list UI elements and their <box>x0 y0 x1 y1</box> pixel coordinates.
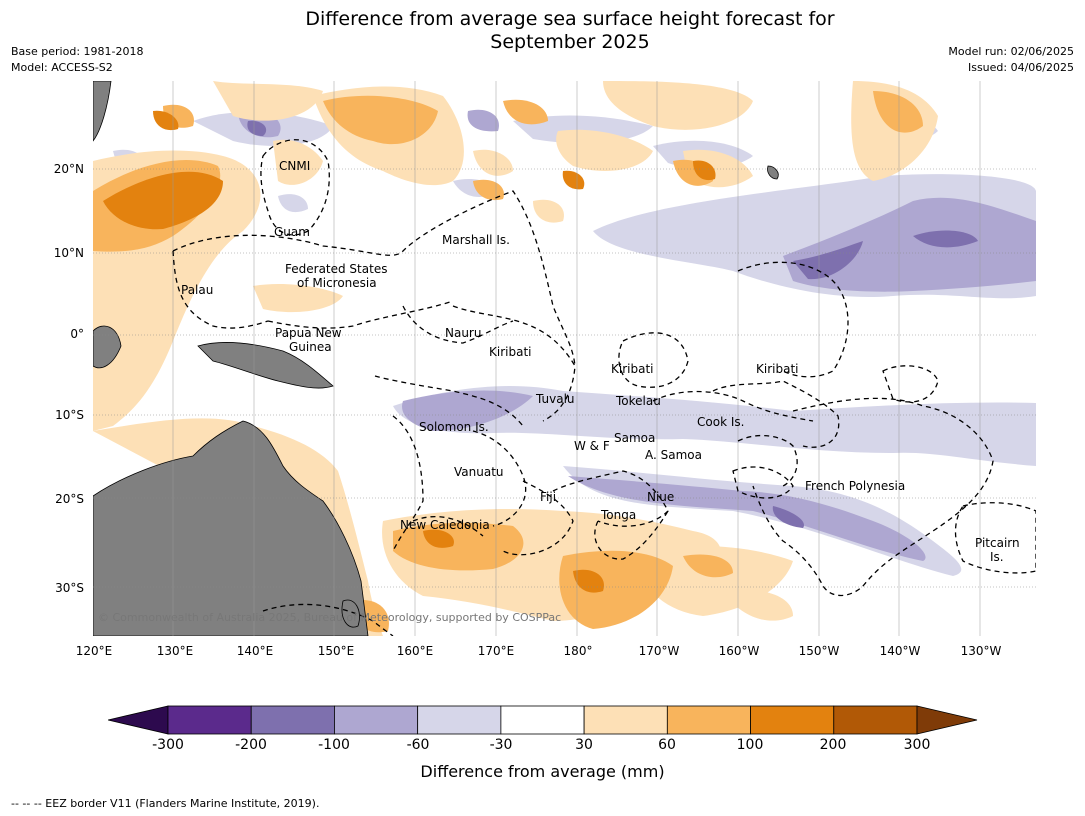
philippines-landmass <box>93 81 112 142</box>
lon-tick: 150°E <box>317 644 355 658</box>
region-label-vanuatu: Vanuatu <box>454 465 504 479</box>
region-label-kiribati-west: Kiribati <box>489 345 531 359</box>
region-label-samoa: Samoa <box>614 431 655 445</box>
region-label-png-line1: Papua New <box>275 326 342 340</box>
lat-tick: 0° <box>70 327 84 341</box>
land-masses <box>93 81 779 636</box>
colorbar-bin <box>500 705 585 735</box>
colorbar-tick: 300 <box>903 737 931 753</box>
title-line-1: Difference from average sea surface heig… <box>305 8 835 30</box>
gridlines <box>93 168 1036 588</box>
region-label-tuvalu: Tuvalu <box>535 392 575 406</box>
chart-title: Difference from average sea surface heig… <box>0 8 1085 54</box>
region-label-niue: Niue <box>647 490 674 504</box>
colorbar <box>108 705 978 735</box>
lon-tick: 160°W <box>718 644 760 658</box>
colorbar-tick: 60 <box>658 737 676 753</box>
lat-tick: 20°S <box>55 492 84 506</box>
region-label-nauru: Nauru <box>445 326 481 340</box>
colorbar-tick: -300 <box>152 737 184 753</box>
lon-tick: 140°E <box>236 644 274 658</box>
new-guinea-landmass <box>197 342 334 389</box>
colorbar-bin <box>833 705 918 735</box>
borneo-landmass <box>93 325 122 369</box>
eez-borders <box>172 139 1036 636</box>
colorbar-tick: -60 <box>406 737 430 753</box>
region-label-fiji: Fiji <box>540 490 556 504</box>
colorbar-title: Difference from average (mm) <box>420 762 665 781</box>
positive-anomaly-dark <box>103 110 716 593</box>
region-label-kiribati-central: Kiribati <box>611 362 653 376</box>
region-label-new-caledonia: New Caledonia <box>400 518 490 532</box>
colorbar-bin <box>750 705 835 735</box>
lat-tick: 30°S <box>55 581 84 595</box>
lat-tick: 10°S <box>55 408 84 422</box>
colorbar-tick: -100 <box>318 737 350 753</box>
region-labels: CNMI Guam Marshall Is. Federated States … <box>181 159 1020 564</box>
meridians <box>172 81 981 636</box>
region-label-marshall: Marshall Is. <box>442 233 510 247</box>
lat-tick: 20°N <box>53 162 84 176</box>
base-period: Base period: 1981-2018 <box>11 45 144 58</box>
region-label-cnmi: CNMI <box>279 159 310 173</box>
region-label-american-samoa: A. Samoa <box>645 448 702 462</box>
region-label-cook: Cook Is. <box>697 415 744 429</box>
colorbar-bin <box>417 705 502 735</box>
lon-tick: 120°E <box>75 644 113 658</box>
nz-north-island <box>341 599 360 628</box>
colorbar-tick: 200 <box>819 737 847 753</box>
lat-tick: 10°N <box>53 246 84 260</box>
issued-date: Issued: 04/06/2025 <box>967 61 1074 74</box>
model-run-date: Model run: 02/06/2025 <box>948 45 1074 58</box>
region-label-solomon: Solomon Is. <box>419 420 489 434</box>
region-label-pitcairn-line2: Is. <box>990 550 1004 564</box>
hawaii-landmass <box>767 165 779 180</box>
colorbar-under-extension <box>108 705 169 735</box>
lon-tick: 170°W <box>638 644 680 658</box>
copyright-notice: © Commonwealth of Australia 2025, Bureau… <box>98 611 561 624</box>
lon-tick: 150°W <box>798 644 840 658</box>
australia-landmass <box>93 420 369 636</box>
colorbar-bin <box>250 705 335 735</box>
lon-tick: 170°E <box>477 644 515 658</box>
colorbar-bin <box>167 705 252 735</box>
sea-level-map: CNMI Guam Marshall Is. Federated States … <box>93 81 1036 636</box>
lon-tick: 130°E <box>156 644 194 658</box>
region-label-wallis-futuna: W & F <box>574 439 610 453</box>
base-period-info: Base period: 1981-2018 Model: ACCESS-S2 <box>11 44 143 76</box>
title-line-2: September 2025 <box>490 31 650 53</box>
region-label-tokelau: Tokelau <box>615 394 661 408</box>
negative-anomaly-dark <box>247 120 978 528</box>
region-label-pitcairn-line1: Pitcairn <box>975 536 1020 550</box>
lon-tick: 140°W <box>879 644 921 658</box>
colorbar-bin <box>666 705 751 735</box>
colorbar-tick: -200 <box>235 737 267 753</box>
colorbar-bin <box>334 705 419 735</box>
eez-footnote: -- -- -- EEZ border V11 (Flanders Marine… <box>11 797 320 810</box>
lon-tick: 130°W <box>960 644 1002 658</box>
colorbar-tick: 100 <box>736 737 764 753</box>
region-label-guam: Guam <box>274 225 310 239</box>
model-run-info: Model run: 02/06/2025 Issued: 04/06/2025 <box>948 44 1074 76</box>
colorbar-tick: 30 <box>575 737 593 753</box>
lon-tick: 180° <box>563 644 593 658</box>
colorbar-tick: -30 <box>489 737 513 753</box>
colorbar-over-extension <box>916 705 978 735</box>
region-label-fsm-line2: of Micronesia <box>297 276 377 290</box>
model-name: Model: ACCESS-S2 <box>11 61 113 74</box>
region-label-fsm-line1: Federated States <box>285 262 387 276</box>
negative-anomaly-medium <box>238 109 1036 561</box>
region-label-kiribati-east: Kiribati <box>756 362 798 376</box>
region-label-french-polynesia: French Polynesia <box>805 479 905 493</box>
region-label-palau: Palau <box>181 283 213 297</box>
colorbar-bins <box>167 705 918 735</box>
colorbar-bin <box>583 705 668 735</box>
region-label-tonga: Tonga <box>600 508 636 522</box>
region-label-png-line2: Guinea <box>289 340 332 354</box>
lon-tick: 160°E <box>396 644 434 658</box>
